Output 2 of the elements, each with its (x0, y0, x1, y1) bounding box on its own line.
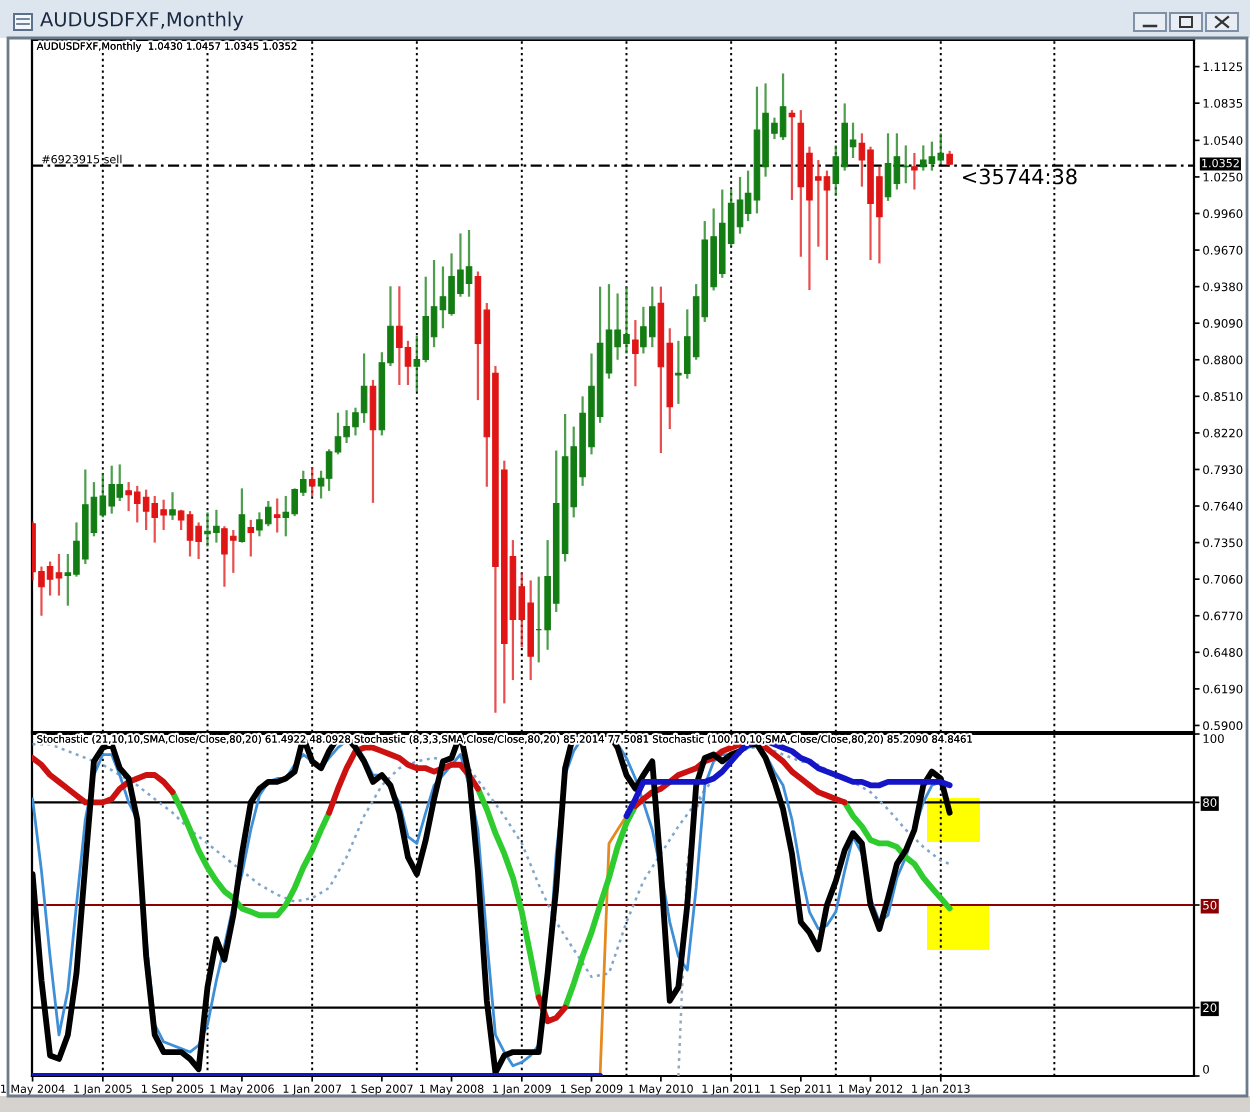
annotation: <35744:38 (962, 168, 1077, 185)
chart-title: AUDUSDFXF,Monthly (40, 11, 244, 31)
